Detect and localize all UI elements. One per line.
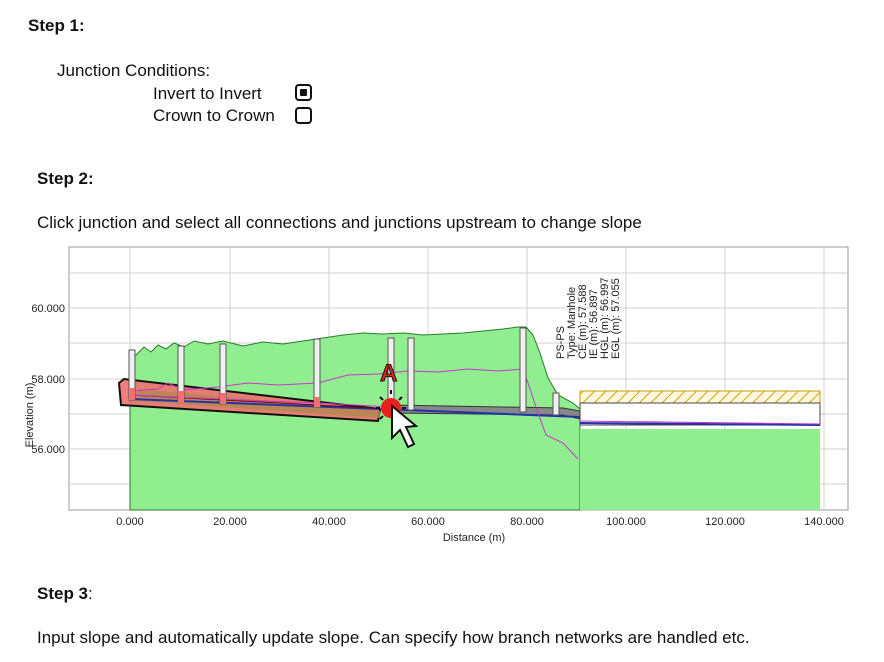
node-info-line: IE (m): 56.897 <box>588 289 600 359</box>
ground-downstream <box>580 429 820 510</box>
y-axis: 60.000 58.000 56.000 <box>31 303 65 456</box>
x-tick-label: 100.000 <box>606 516 646 528</box>
junction-conditions-label: Junction Conditions: <box>57 61 211 80</box>
x-tick-label: 40.000 <box>312 516 346 528</box>
manholes <box>128 327 560 416</box>
node-info-line: Type: Manhole <box>566 287 578 359</box>
step1-heading: Step 1: <box>28 16 85 35</box>
node-info-block: PS-PS Type: Manhole CE (m): 57.588 IE (m… <box>555 277 622 359</box>
x-axis-label: Distance (m) <box>443 532 505 544</box>
node-info-line: PS-PS <box>555 326 567 359</box>
invert-to-invert-checkbox[interactable] <box>295 84 312 101</box>
step3-heading-row: Step 3: <box>37 584 93 604</box>
x-tick-label: 80.000 <box>510 516 544 528</box>
y-axis-label: Elevation (m) <box>24 383 36 448</box>
manhole-pink-bases <box>129 388 320 407</box>
downstream-hgl <box>579 420 821 425</box>
x-tick-label: 140.000 <box>804 516 844 528</box>
step2-instruction: Click junction and select all connection… <box>37 213 642 232</box>
pipe-invert-line <box>129 398 581 418</box>
step3-instruction: Input slope and automatically update slo… <box>37 628 750 647</box>
marker-label-a: A <box>380 360 397 387</box>
x-tick-label: 60.000 <box>411 516 445 528</box>
downstream-invert <box>579 422 821 426</box>
step3-heading: Step 3 <box>37 584 89 603</box>
y-tick-label: 60.000 <box>31 303 65 315</box>
y-tick-label: 58.000 <box>31 374 65 386</box>
cursor-arrow-icon <box>391 403 419 449</box>
step2-heading: Step 2: <box>37 169 94 188</box>
x-tick-label: 120.000 <box>705 516 745 528</box>
node-info-line: CE (m): 57.588 <box>577 284 589 359</box>
invert-to-invert-label: Invert to Invert <box>153 84 262 103</box>
x-tick-label: 0.000 <box>116 516 144 528</box>
y-tick-label: 56.000 <box>31 444 65 456</box>
egl-line <box>129 394 391 408</box>
node-info-line: EGL (m): 57.055 <box>610 278 622 359</box>
node-info-line: HGL (m): 56.997 <box>599 277 611 359</box>
long-section-profile[interactable]: A PS-PS Type: Manhole CE (m): 57.588 IE … <box>18 243 852 548</box>
checked-icon <box>300 89 307 96</box>
hatched-structure <box>579 390 821 404</box>
x-axis: 0.000 20.000 40.000 60.000 80.000 100.00… <box>116 516 844 528</box>
x-tick-label: 20.000 <box>213 516 247 528</box>
crown-to-crown-label: Crown to Crown <box>153 106 275 125</box>
crown-to-crown-checkbox[interactable] <box>295 107 312 124</box>
step3-heading-colon: : <box>88 584 93 603</box>
